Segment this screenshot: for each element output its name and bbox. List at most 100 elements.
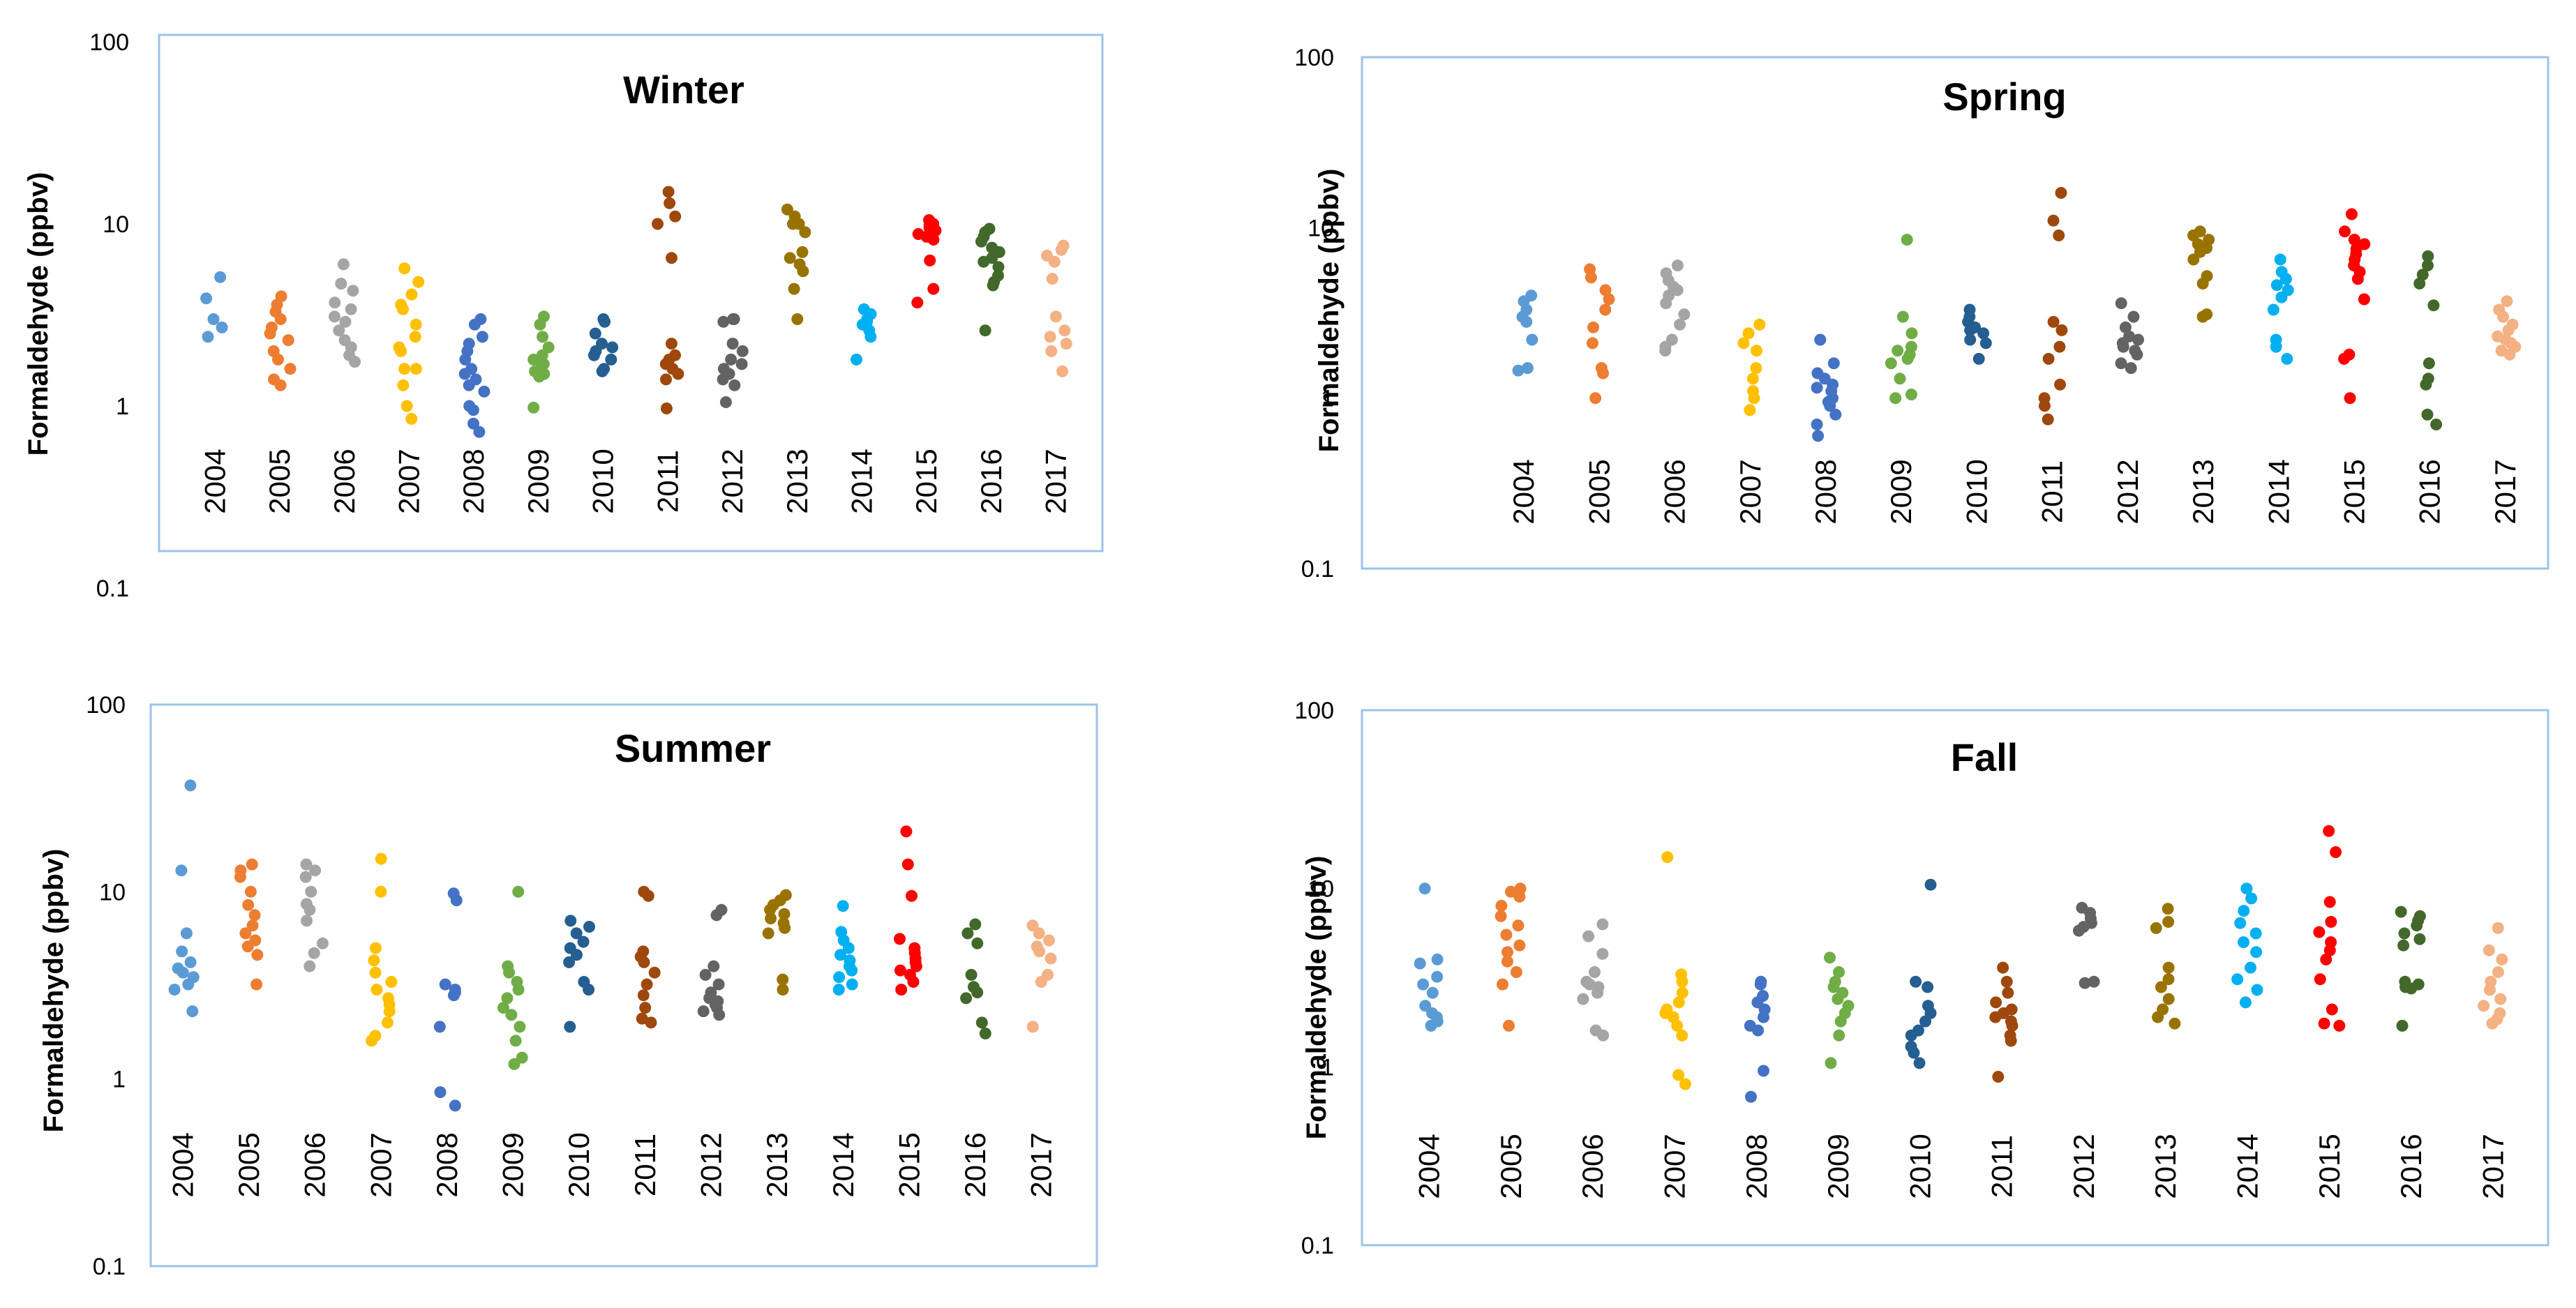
data-point-2015 [2330, 846, 2342, 858]
data-point-2009 [1833, 1029, 1845, 1042]
y-tick-label: 0.1 [1301, 1233, 1334, 1259]
data-point-2008 [1752, 1024, 1765, 1037]
data-point-2016 [979, 1028, 991, 1039]
data-point-2010 [583, 984, 595, 996]
category-label: 2006 [328, 449, 361, 513]
data-point-2007 [397, 379, 410, 391]
data-point-2004 [180, 927, 193, 940]
data-point-2004 [1512, 364, 1525, 377]
data-point-2009 [1832, 993, 1844, 1005]
data-point-2011 [2042, 352, 2055, 365]
data-point-2011 [2042, 413, 2054, 426]
data-point-2005 [1512, 919, 1525, 932]
category-label: 2006 [1658, 459, 1691, 524]
y-tick-label: 0.1 [93, 1254, 126, 1280]
data-point-2016 [2411, 919, 2423, 932]
plot-area-frame [149, 703, 1098, 1268]
category-label: 2007 [1734, 459, 1767, 524]
data-point-2011 [669, 210, 682, 223]
data-point-2005 [1513, 939, 1526, 952]
data-point-2014 [2239, 996, 2252, 1009]
data-point-2014 [842, 942, 855, 954]
data-point-2014 [2275, 291, 2288, 303]
data-point-2005 [242, 899, 255, 911]
category-label: 2009 [522, 449, 555, 513]
data-point-2010 [596, 365, 608, 377]
data-point-2011 [2002, 986, 2014, 999]
data-point-2008 [458, 368, 471, 380]
data-point-2006 [309, 864, 322, 877]
data-point-2004 [186, 1005, 199, 1018]
data-point-2004 [177, 966, 189, 979]
data-point-2005 [1497, 978, 1508, 991]
data-point-2016 [978, 255, 990, 268]
data-point-2011 [636, 1012, 648, 1025]
data-point-2007 [385, 976, 398, 988]
data-point-2007 [1661, 851, 1674, 864]
data-point-2016 [960, 992, 973, 1005]
data-point-2012 [2132, 333, 2144, 346]
data-point-2017 [1048, 255, 1061, 268]
data-point-2008 [467, 417, 479, 430]
data-point-2007 [1676, 1029, 1688, 1042]
data-point-2006 [1678, 308, 1691, 321]
data-point-2004 [168, 984, 181, 996]
data-point-2013 [793, 218, 805, 230]
data-point-2011 [664, 197, 676, 209]
data-point-2015 [2338, 352, 2351, 365]
plot-area-frame [1361, 56, 2549, 570]
data-point-2004 [1426, 986, 1439, 999]
data-point-2010 [599, 315, 611, 328]
data-point-2013 [2150, 922, 2162, 934]
data-point-2013 [2162, 961, 2175, 974]
data-point-2017 [2492, 922, 2504, 934]
y-axis-label: Formaldehyde (ppbv) [1314, 169, 1345, 453]
data-point-2007 [1742, 327, 1755, 340]
data-point-2008 [1812, 430, 1825, 442]
data-point-2007 [395, 345, 407, 357]
data-point-2009 [505, 1009, 518, 1021]
data-point-2010 [587, 349, 600, 361]
data-point-2014 [846, 964, 858, 977]
data-point-2008 [1827, 357, 1840, 370]
data-point-2015 [911, 296, 924, 309]
data-point-2006 [1582, 930, 1595, 942]
data-point-2007 [1679, 1078, 1691, 1090]
data-point-2016 [2405, 982, 2418, 995]
data-point-2007 [383, 1005, 396, 1018]
data-point-2008 [1758, 1065, 1769, 1077]
data-point-2017 [2484, 984, 2496, 996]
data-point-2007 [1746, 373, 1759, 385]
data-point-2006 [345, 303, 357, 315]
data-point-2011 [641, 978, 653, 991]
data-point-2004 [176, 945, 188, 958]
data-point-2013 [2187, 230, 2199, 241]
data-point-2015 [907, 976, 920, 988]
data-point-2005 [1585, 271, 1597, 284]
data-point-2015 [2339, 225, 2351, 238]
data-point-2011 [2047, 315, 2060, 328]
data-point-2009 [1901, 352, 1914, 365]
category-label: 2013 [2149, 1134, 2182, 1198]
data-point-2010 [563, 956, 576, 968]
data-point-2011 [662, 186, 675, 198]
data-point-2009 [509, 1035, 522, 1047]
category-label: 2010 [1960, 459, 1993, 524]
plot-area-frame [1361, 709, 2549, 1247]
y-tick-label: 10 [103, 211, 129, 238]
data-point-2005 [1500, 929, 1513, 941]
data-point-2013 [781, 203, 793, 216]
data-point-2006 [1596, 918, 1609, 931]
data-point-2013 [779, 922, 791, 934]
data-point-2017 [1056, 365, 1069, 377]
data-point-2013 [2196, 310, 2209, 323]
data-point-2010 [577, 935, 590, 948]
data-point-2014 [2245, 961, 2256, 974]
data-point-2005 [246, 919, 259, 932]
category-label: 2007 [364, 1132, 397, 1197]
data-point-2007 [375, 885, 387, 898]
data-point-2015 [901, 858, 914, 871]
data-point-2012 [2127, 310, 2140, 323]
data-point-2015 [2326, 1003, 2338, 1016]
